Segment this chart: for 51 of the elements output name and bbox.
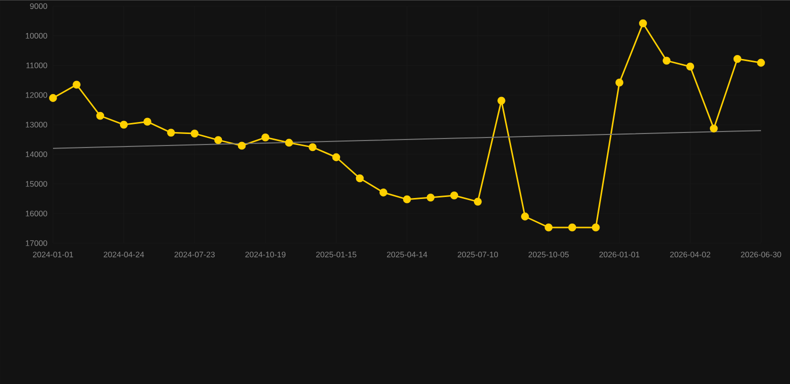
x-tick-label: 2026-01-01: [599, 252, 640, 258]
point: [426, 194, 435, 202]
x-tick-label: 2024-07-23: [174, 252, 215, 258]
point: [757, 58, 765, 67]
x-tick-label: 2025-01-15: [316, 252, 356, 258]
point: [615, 78, 624, 86]
point: [403, 195, 411, 204]
x-tick-label: 2025-07-10: [458, 252, 498, 258]
point: [450, 191, 458, 200]
point: [639, 19, 647, 28]
x-tick-label: 2024-10-19: [245, 252, 286, 258]
y-tick-label: 11000: [26, 62, 48, 68]
point: [120, 120, 128, 129]
point: [308, 143, 317, 152]
point: [521, 212, 529, 220]
y-tick-label: 15000: [26, 181, 48, 187]
point: [214, 136, 222, 144]
point: [592, 223, 600, 232]
point: [686, 62, 694, 70]
y-tick-label: 14000: [26, 151, 48, 158]
point: [568, 223, 576, 232]
point: [379, 188, 388, 196]
point: [261, 133, 270, 142]
point: [662, 56, 671, 65]
x-tick-label: 2026-04-02: [670, 252, 710, 258]
y-tick-label: 17000: [26, 240, 48, 246]
x-tick-label: 2025-04-14: [386, 252, 428, 258]
point: [474, 198, 482, 206]
point: [238, 142, 246, 150]
x-tick-label: 2024-01-01: [32, 252, 74, 258]
y-tick-label: 13000: [26, 122, 48, 128]
y-tick-label: 9000: [30, 3, 48, 9]
point: [356, 174, 364, 182]
point: [544, 223, 553, 232]
point: [49, 94, 57, 102]
point: [190, 130, 199, 138]
point: [96, 112, 104, 120]
y-tick-label: 10000: [26, 32, 48, 39]
point: [733, 54, 742, 63]
y-tick-label: 12000: [26, 92, 48, 98]
point: [143, 118, 152, 126]
point: [710, 124, 718, 132]
x-tick-label: 2024-04-24: [104, 252, 144, 258]
y-tick-label: 16000: [26, 210, 48, 216]
point: [167, 128, 175, 137]
point: [332, 153, 340, 162]
point: [497, 96, 506, 105]
point: [285, 138, 293, 147]
x-tick-label: 2025-10-05: [528, 252, 569, 258]
point: [72, 80, 81, 89]
x-tick-label: 2026-06-30: [740, 252, 782, 258]
